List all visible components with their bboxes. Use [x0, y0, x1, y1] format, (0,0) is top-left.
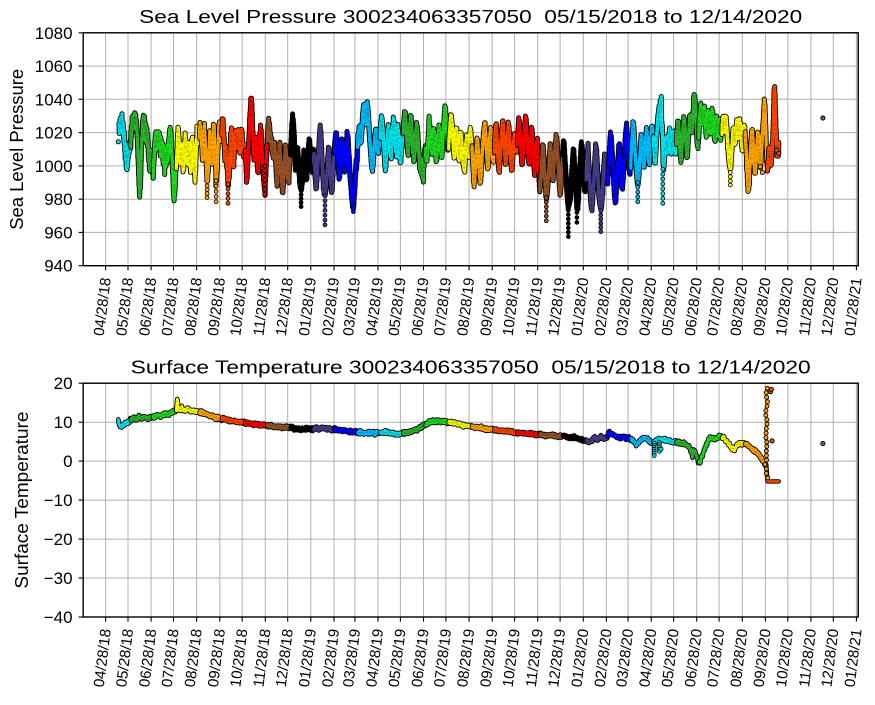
svg-text:1040: 1040	[35, 90, 73, 109]
svg-text:10: 10	[54, 413, 73, 432]
svg-text:1020: 1020	[35, 124, 73, 143]
svg-text:980: 980	[44, 190, 72, 209]
svg-text:−40: −40	[44, 608, 73, 627]
svg-text:940: 940	[44, 257, 72, 276]
svg-text:0: 0	[63, 452, 72, 471]
svg-text:−30: −30	[44, 569, 73, 588]
svg-text:Sea Level Pressure: Sea Level Pressure	[7, 69, 27, 230]
svg-text:Sea Level Pressure 30023406335: Sea Level Pressure 300234063357050 05/15…	[139, 7, 802, 27]
svg-text:1060: 1060	[35, 57, 73, 76]
svg-text:Surface Temperature 3002340633: Surface Temperature 300234063357050 05/1…	[131, 358, 811, 378]
svg-text:960: 960	[44, 223, 72, 242]
svg-text:−20: −20	[44, 530, 73, 549]
svg-text:1080: 1080	[35, 24, 73, 43]
svg-text:−10: −10	[44, 491, 73, 510]
svg-text:1000: 1000	[35, 157, 73, 176]
svg-text:20: 20	[54, 374, 73, 393]
svg-text:Surface Temperature: Surface Temperature	[12, 412, 32, 589]
